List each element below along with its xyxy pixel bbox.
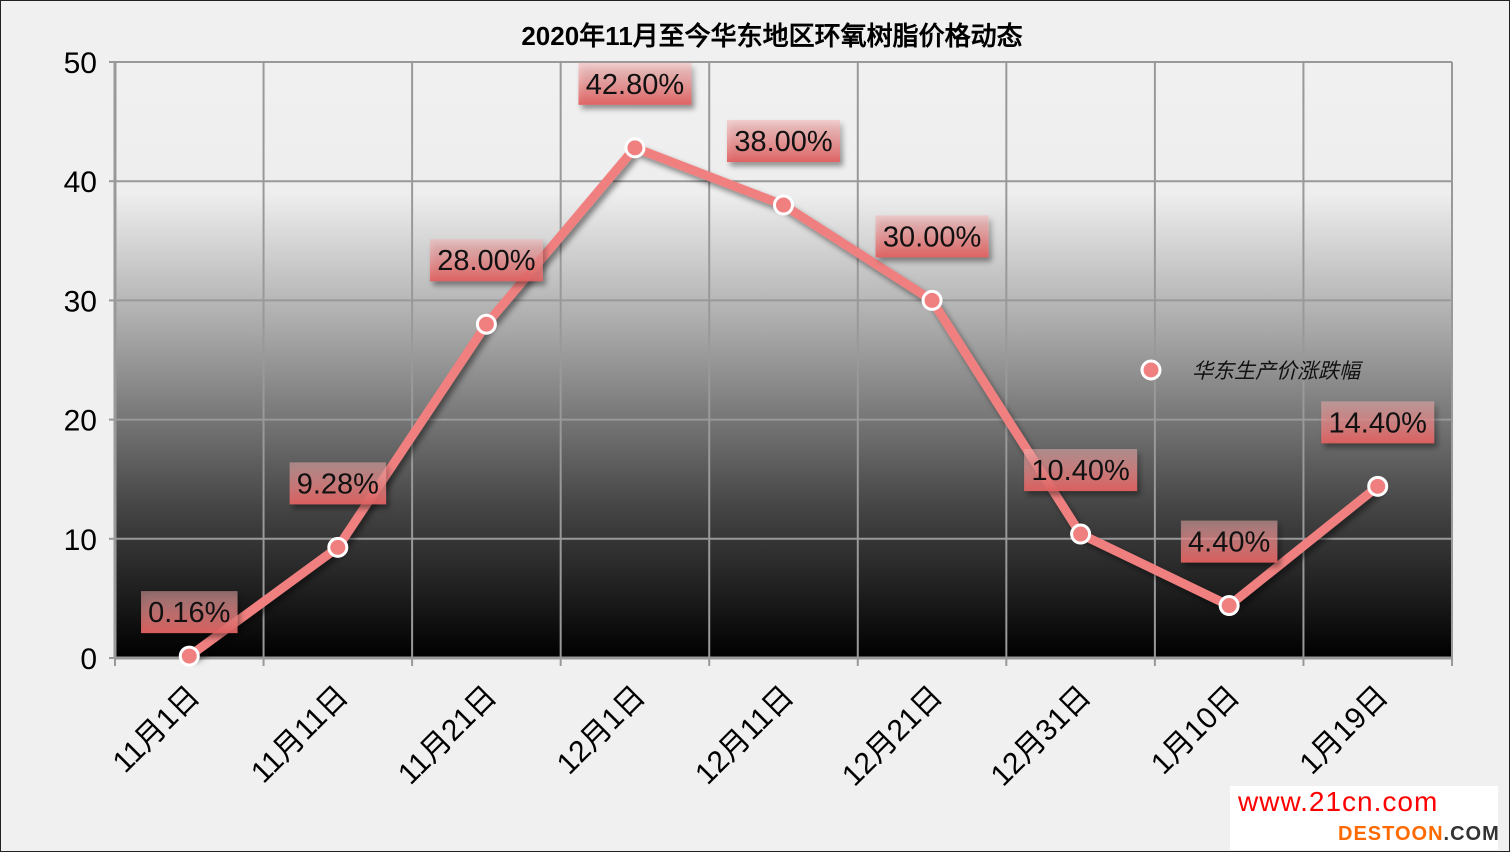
- y-tick-label: 40: [64, 166, 97, 199]
- x-tick-label: 12月21日: [836, 680, 949, 793]
- legend-label: 华东生产价涨跌幅: [1192, 360, 1364, 383]
- x-tick-label: 1月19日: [1294, 680, 1395, 781]
- x-tick-label: 12月1日: [551, 680, 652, 781]
- data-label-box: [141, 591, 238, 634]
- data-label-box: [875, 215, 989, 258]
- watermark: www.21cn.com DESTOON.COM: [1230, 786, 1500, 850]
- data-label: 0.16%: [148, 597, 230, 629]
- data-point: [1218, 595, 1240, 617]
- data-label-box: [578, 62, 692, 105]
- data-point: [475, 313, 497, 335]
- y-tick-label: 20: [64, 405, 97, 438]
- data-label: 38.00%: [734, 126, 832, 158]
- data-label: 14.40%: [1329, 407, 1427, 439]
- data-label-box: [1180, 520, 1278, 563]
- chart-title: 2020年11月至今华东地区环氧树脂价格动态: [521, 21, 1022, 51]
- watermark-logo-text: DESTOON: [1338, 823, 1444, 845]
- x-tick-label: 12月31日: [985, 680, 1098, 793]
- data-label: 28.00%: [437, 245, 535, 277]
- y-tick-label: 50: [64, 47, 97, 80]
- data-label-box: [727, 120, 840, 163]
- data-point: [178, 645, 200, 667]
- data-label: 42.80%: [586, 69, 684, 101]
- data-label: 10.40%: [1031, 455, 1129, 487]
- data-point: [624, 137, 646, 159]
- x-tick-label: 1月10日: [1145, 680, 1246, 781]
- x-tick-label: 11月21日: [392, 680, 503, 791]
- data-point: [773, 194, 794, 216]
- x-tick-label: 12月11日: [689, 680, 800, 791]
- y-tick-label: 0: [80, 643, 97, 676]
- data-point: [327, 536, 349, 558]
- data-label-box: [1024, 449, 1138, 492]
- x-tick-label: 11月1日: [107, 680, 207, 780]
- data-label-box: [289, 462, 387, 505]
- x-tick-label: 11月11日: [245, 680, 355, 790]
- data-label-box: [429, 239, 543, 282]
- watermark-logo-suffix: .COM: [1443, 823, 1500, 845]
- data-label: 9.28%: [297, 468, 379, 500]
- watermark-url: www.21cn.com: [1238, 786, 1439, 817]
- legend-marker: [1140, 359, 1162, 381]
- y-tick-label: 10: [64, 524, 97, 557]
- y-tick-label: 30: [64, 285, 97, 318]
- watermark-logo: DESTOON.COM: [1338, 822, 1500, 846]
- data-label: 4.40%: [1188, 527, 1270, 559]
- data-point: [921, 289, 943, 311]
- data-label: 30.00%: [883, 221, 981, 253]
- legend: 华东生产价涨跌幅: [1123, 359, 1364, 383]
- data-point: [1367, 475, 1389, 497]
- data-point: [1070, 523, 1092, 545]
- data-label-box: [1321, 401, 1435, 444]
